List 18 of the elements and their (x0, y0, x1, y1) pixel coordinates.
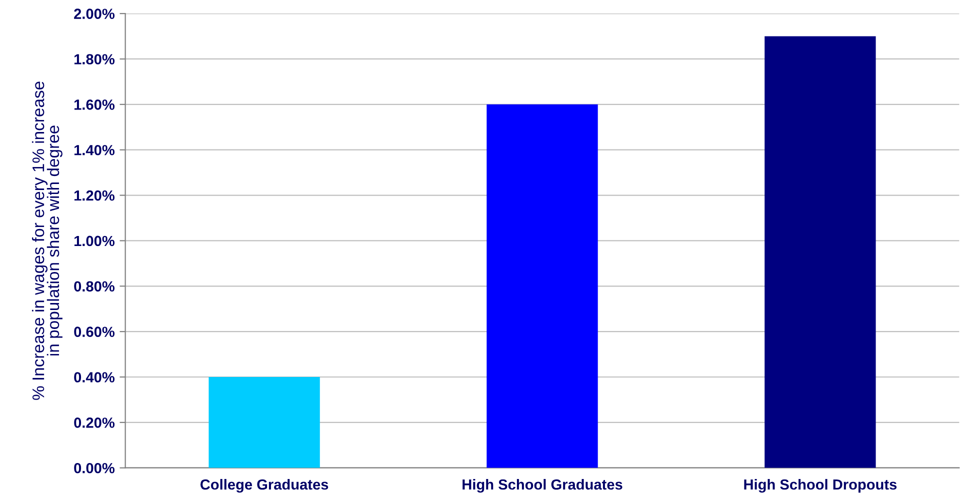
bar (764, 36, 876, 468)
y-tick-label: 1.00% (74, 236, 115, 246)
y-tick-label: 1.40% (74, 144, 115, 156)
x-tick-label: High School Graduates (462, 478, 622, 493)
y-tick-label: 1.80% (74, 54, 115, 64)
y-tick-label: 0.40% (74, 372, 115, 382)
x-tick-label: High School Dropouts (744, 478, 897, 493)
y-axis-title: % Increase in wages for every 1% increase in population share with degree (32, 82, 62, 400)
y-tick-label: 0.80% (74, 281, 115, 292)
bar (208, 377, 320, 468)
bar (486, 104, 598, 468)
y-tick-label: 1.20% (74, 190, 115, 201)
x-tick-label: College Graduates (200, 478, 328, 493)
y-tick-label: 0.60% (74, 326, 115, 337)
y-tick-label: 0.00% (74, 462, 115, 474)
y-tick-label: 1.60% (74, 100, 115, 110)
y-tick-label: 0.20% (74, 418, 115, 428)
y-tick-label: 2.00% (74, 8, 115, 19)
